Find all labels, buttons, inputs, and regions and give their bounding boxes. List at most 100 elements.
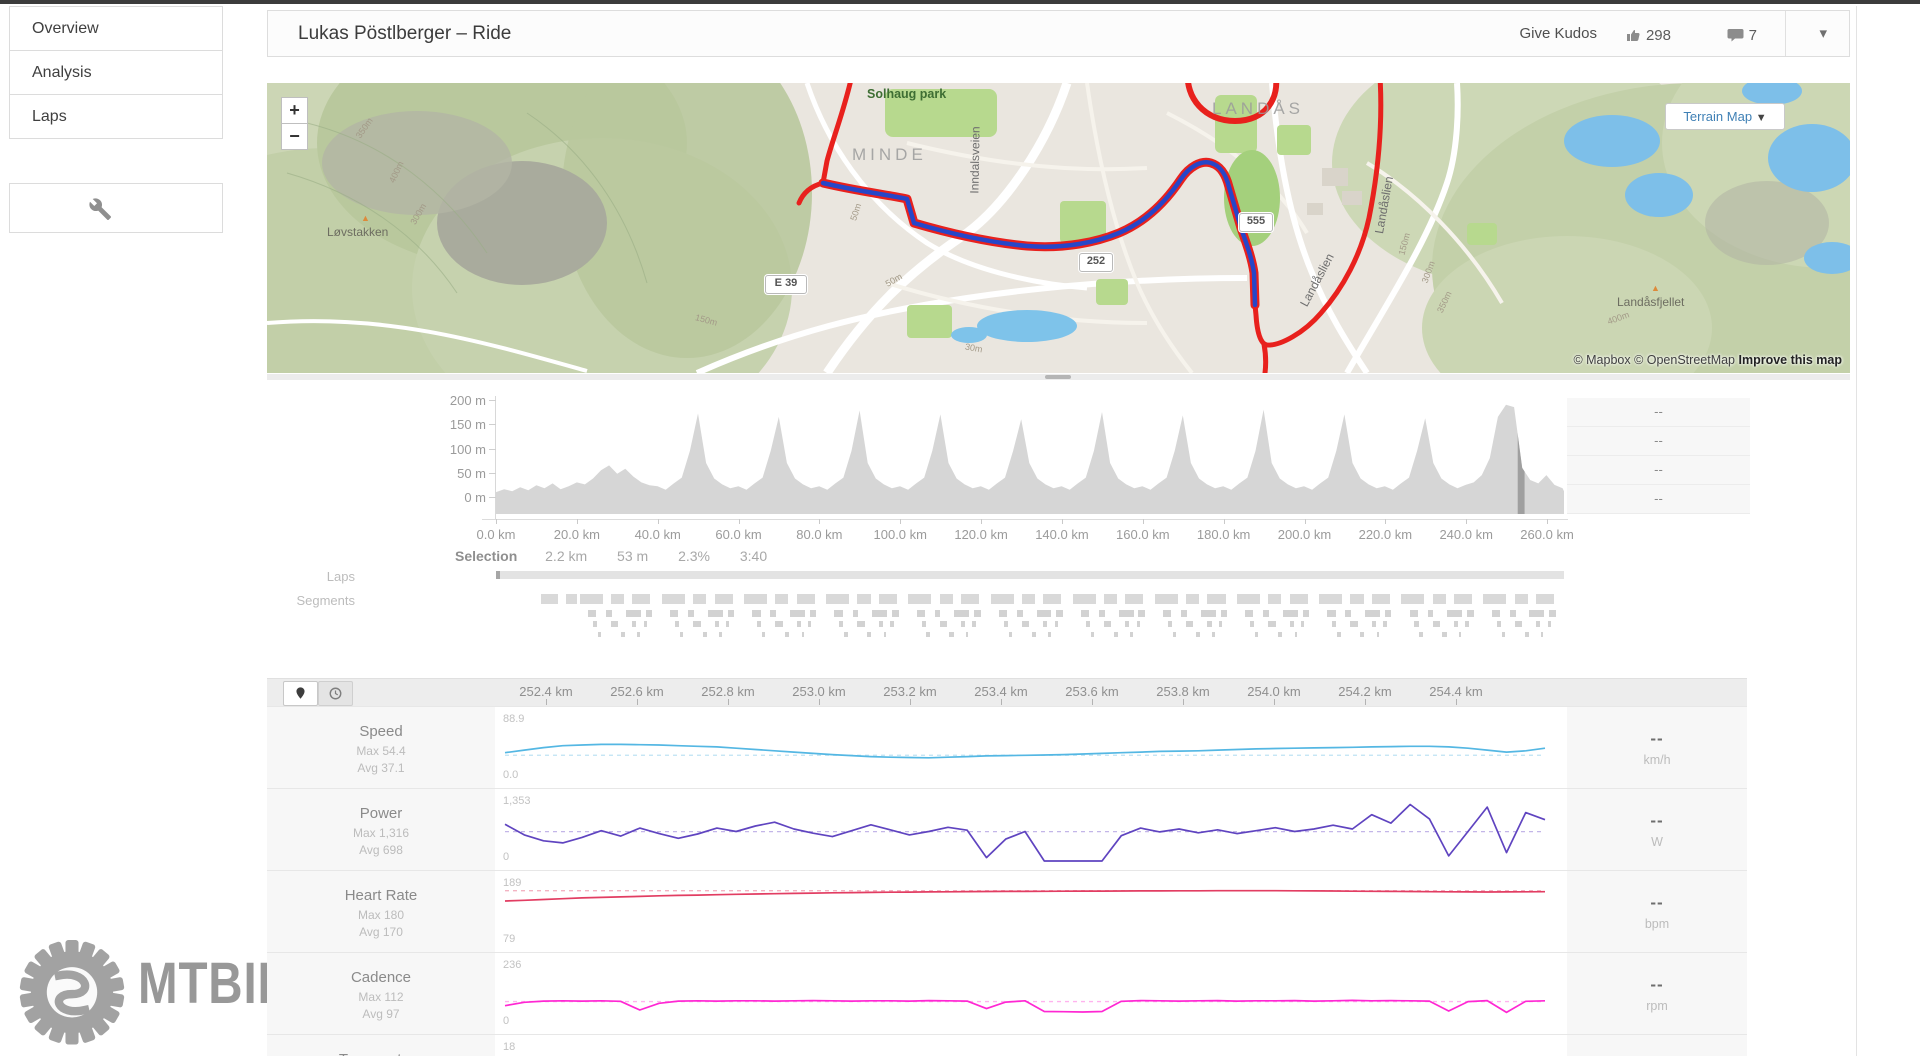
segment-bar[interactable] <box>1163 610 1172 617</box>
kudos-count-group[interactable]: 298 <box>1625 26 1671 45</box>
map-zoom-out-button[interactable]: − <box>281 123 308 150</box>
segment-bar[interactable] <box>1136 621 1141 627</box>
segment-bar[interactable] <box>1072 594 1096 604</box>
segment-bar[interactable] <box>808 621 812 627</box>
segment-bar[interactable] <box>541 594 558 604</box>
sidebar-item-overview[interactable]: Overview <box>9 6 223 51</box>
segment-bar[interactable] <box>1371 594 1390 604</box>
segment-bar[interactable] <box>1031 632 1036 637</box>
segment-bar[interactable] <box>934 610 941 617</box>
segment-bar[interactable] <box>1250 621 1255 627</box>
segment-bar[interactable] <box>1168 621 1173 627</box>
segment-bar[interactable] <box>883 632 887 637</box>
segment-bar[interactable] <box>939 594 953 604</box>
segment-bar[interactable] <box>1529 610 1545 617</box>
segment-bar[interactable] <box>1432 621 1440 627</box>
segment-bar[interactable] <box>826 594 850 604</box>
segment-bar[interactable] <box>645 610 653 617</box>
laps-bar[interactable] <box>496 571 1564 579</box>
segment-bar[interactable] <box>1125 621 1130 627</box>
segment-bar[interactable] <box>632 594 651 604</box>
chart-plot-area[interactable]: 236 0 <box>495 953 1567 1035</box>
segment-bar[interactable] <box>1008 632 1012 637</box>
segment-bar[interactable] <box>891 610 899 617</box>
segment-bar[interactable] <box>592 621 598 627</box>
segment-bar[interactable] <box>1118 610 1134 617</box>
segment-bar[interactable] <box>1301 621 1305 627</box>
segment-bar[interactable] <box>857 621 865 627</box>
sidebar-item-analysis[interactable]: Analysis <box>9 50 223 95</box>
give-kudos-button[interactable]: Give Kudos <box>1519 25 1597 42</box>
segment-bar[interactable] <box>960 621 966 627</box>
segment-bar[interactable] <box>1371 621 1376 627</box>
segment-bar[interactable] <box>939 621 948 627</box>
segment-bar[interactable] <box>890 621 894 627</box>
segment-bar[interactable] <box>688 610 694 617</box>
segment-bar[interactable] <box>1195 632 1201 637</box>
segment-bar[interactable] <box>670 610 679 617</box>
segment-bar[interactable] <box>637 632 640 637</box>
segment-bar[interactable] <box>643 621 648 627</box>
map-zoom-in-button[interactable]: + <box>281 97 308 124</box>
segment-bar[interactable] <box>1289 594 1308 604</box>
segment-bar[interactable] <box>1509 610 1516 617</box>
segment-bar[interactable] <box>675 621 680 627</box>
segment-bar[interactable] <box>1113 632 1118 637</box>
segment-bar[interactable] <box>1453 594 1472 604</box>
segment-bar[interactable] <box>1103 594 1118 604</box>
segment-bar[interactable] <box>752 610 761 617</box>
segment-bar[interactable] <box>606 610 612 617</box>
segment-bar[interactable] <box>1054 621 1058 627</box>
segment-bar[interactable] <box>878 621 883 627</box>
segment-bar[interactable] <box>949 632 954 637</box>
segment-bar[interactable] <box>1255 632 1259 637</box>
segment-bar[interactable] <box>775 621 783 627</box>
segment-bar[interactable] <box>1414 621 1419 627</box>
segment-bar[interactable] <box>878 594 897 604</box>
segment-bar[interactable] <box>1080 610 1090 617</box>
segment-bar[interactable] <box>1268 594 1282 604</box>
segment-bar[interactable] <box>727 610 735 617</box>
segment-bar[interactable] <box>1547 621 1551 627</box>
segment-bar[interactable] <box>1090 632 1095 637</box>
segment-bar[interactable] <box>801 632 805 637</box>
segment-bar[interactable] <box>757 621 762 627</box>
segment-bar[interactable] <box>1501 632 1505 637</box>
chart-plot-area[interactable]: 88.9 0.0 <box>495 707 1567 789</box>
segment-bar[interactable] <box>839 621 844 627</box>
segment-bar[interactable] <box>632 621 637 627</box>
segment-bar[interactable] <box>1383 621 1387 627</box>
segment-bar[interactable] <box>1483 594 1507 604</box>
segment-bar[interactable] <box>990 594 1014 604</box>
segment-bar[interactable] <box>867 632 872 637</box>
segment-bar[interactable] <box>1427 610 1434 617</box>
segment-bar[interactable] <box>1419 632 1423 637</box>
segment-bar[interactable] <box>661 594 685 604</box>
header-options-caret[interactable]: ▾ <box>1819 25 1827 42</box>
segment-bar[interactable] <box>1289 621 1294 627</box>
segment-bar[interactable] <box>1496 621 1501 627</box>
sidebar-item-laps[interactable]: Laps <box>9 94 223 139</box>
segment-bar[interactable] <box>719 632 722 637</box>
segment-bar[interactable] <box>1465 621 1469 627</box>
segment-bar[interactable] <box>775 594 789 604</box>
segment-bar[interactable] <box>1442 632 1447 637</box>
segment-bar[interactable] <box>1302 610 1310 617</box>
map-resize-handle[interactable] <box>1045 375 1071 379</box>
segment-bar[interactable] <box>974 610 981 617</box>
segment-bar[interactable] <box>1337 632 1341 637</box>
chart-plot-area[interactable]: 1,353 0 <box>495 789 1567 871</box>
segment-bar[interactable] <box>1447 610 1463 617</box>
segment-bar[interactable] <box>707 610 723 617</box>
segment-bar[interactable] <box>611 594 625 604</box>
segment-bar[interactable] <box>1186 621 1194 627</box>
segment-bar[interactable] <box>1125 594 1144 604</box>
distance-mode-button[interactable] <box>283 681 318 706</box>
segment-bar[interactable] <box>1458 632 1462 637</box>
segment-bar[interactable] <box>852 610 859 617</box>
segment-bar[interactable] <box>744 594 768 604</box>
time-mode-button[interactable] <box>318 681 353 706</box>
segment-bar[interactable] <box>1103 621 1112 627</box>
segment-bar[interactable] <box>1048 632 1051 637</box>
segment-bar[interactable] <box>1283 610 1298 617</box>
